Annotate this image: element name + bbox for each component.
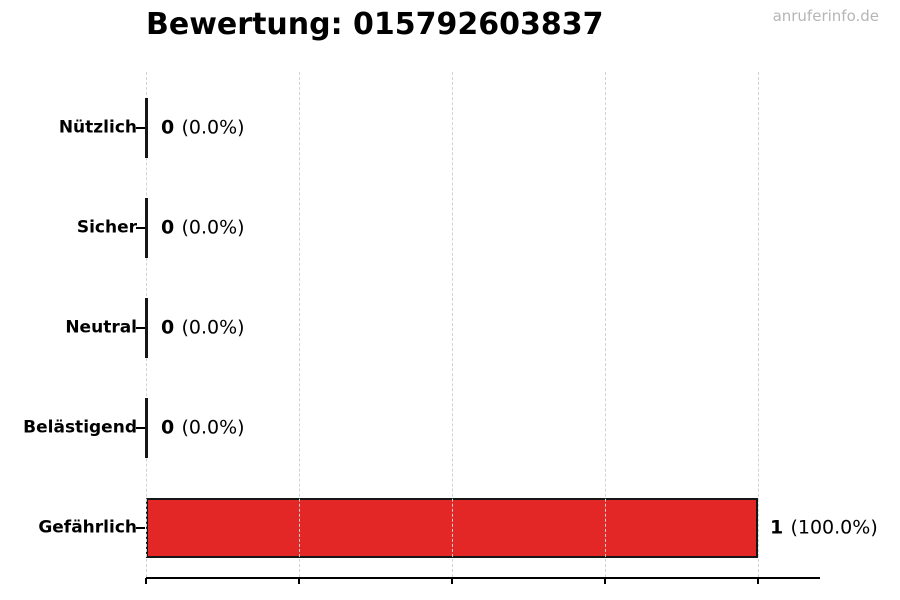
value-label-sicher: 0 (0.0%) — [161, 216, 245, 239]
value-percentage: (0.0%) — [181, 216, 245, 239]
value-percentage: (0.0%) — [181, 316, 245, 339]
bar-nuetzlich — [144, 98, 148, 158]
value-label-gefaehrlich: 1 (100.0%) — [770, 516, 878, 539]
value-percentage: (100.0%) — [790, 516, 878, 539]
x-axis-tick-0 — [145, 578, 147, 584]
y-axis-tick-3 — [136, 427, 145, 429]
gridline-2 — [451, 72, 453, 577]
value-count: 0 — [161, 316, 175, 339]
watermark: anruferinfo.de — [772, 7, 879, 25]
bar-neutral — [144, 298, 148, 358]
value-count: 0 — [161, 416, 175, 439]
value-percentage: (0.0%) — [181, 416, 245, 439]
y-axis-tick-0 — [136, 127, 145, 129]
gridline-3 — [604, 72, 606, 577]
bar-belaestigend — [144, 398, 148, 458]
category-label-nuetzlich: Nützlich — [58, 117, 137, 138]
value-count: 1 — [770, 516, 784, 539]
value-count: 0 — [161, 216, 175, 239]
y-axis-tick-4 — [136, 527, 145, 529]
category-label-neutral: Neutral — [65, 317, 137, 338]
x-axis-tick-2 — [451, 578, 453, 584]
category-label-gefaehrlich: Gefährlich — [38, 517, 137, 538]
value-count: 0 — [161, 116, 175, 139]
y-axis-tick-2 — [136, 327, 145, 329]
category-label-belaestigend: Belästigend — [23, 417, 137, 438]
bar-sicher — [144, 198, 148, 258]
category-label-sicher: Sicher — [76, 217, 137, 238]
value-label-nuetzlich: 0 (0.0%) — [161, 116, 245, 139]
y-axis-tick-1 — [136, 227, 145, 229]
value-percentage: (0.0%) — [181, 116, 245, 139]
gridline-4 — [757, 72, 759, 577]
gridline-1 — [298, 72, 300, 577]
chart-title: Bewertung: 015792603837 — [146, 7, 604, 42]
value-label-belaestigend: 0 (0.0%) — [161, 416, 245, 439]
x-axis-tick-3 — [604, 578, 606, 584]
x-axis-tick-4 — [757, 578, 759, 584]
x-axis-tick-1 — [298, 578, 300, 584]
value-label-neutral: 0 (0.0%) — [161, 316, 245, 339]
x-axis-line — [146, 577, 820, 579]
